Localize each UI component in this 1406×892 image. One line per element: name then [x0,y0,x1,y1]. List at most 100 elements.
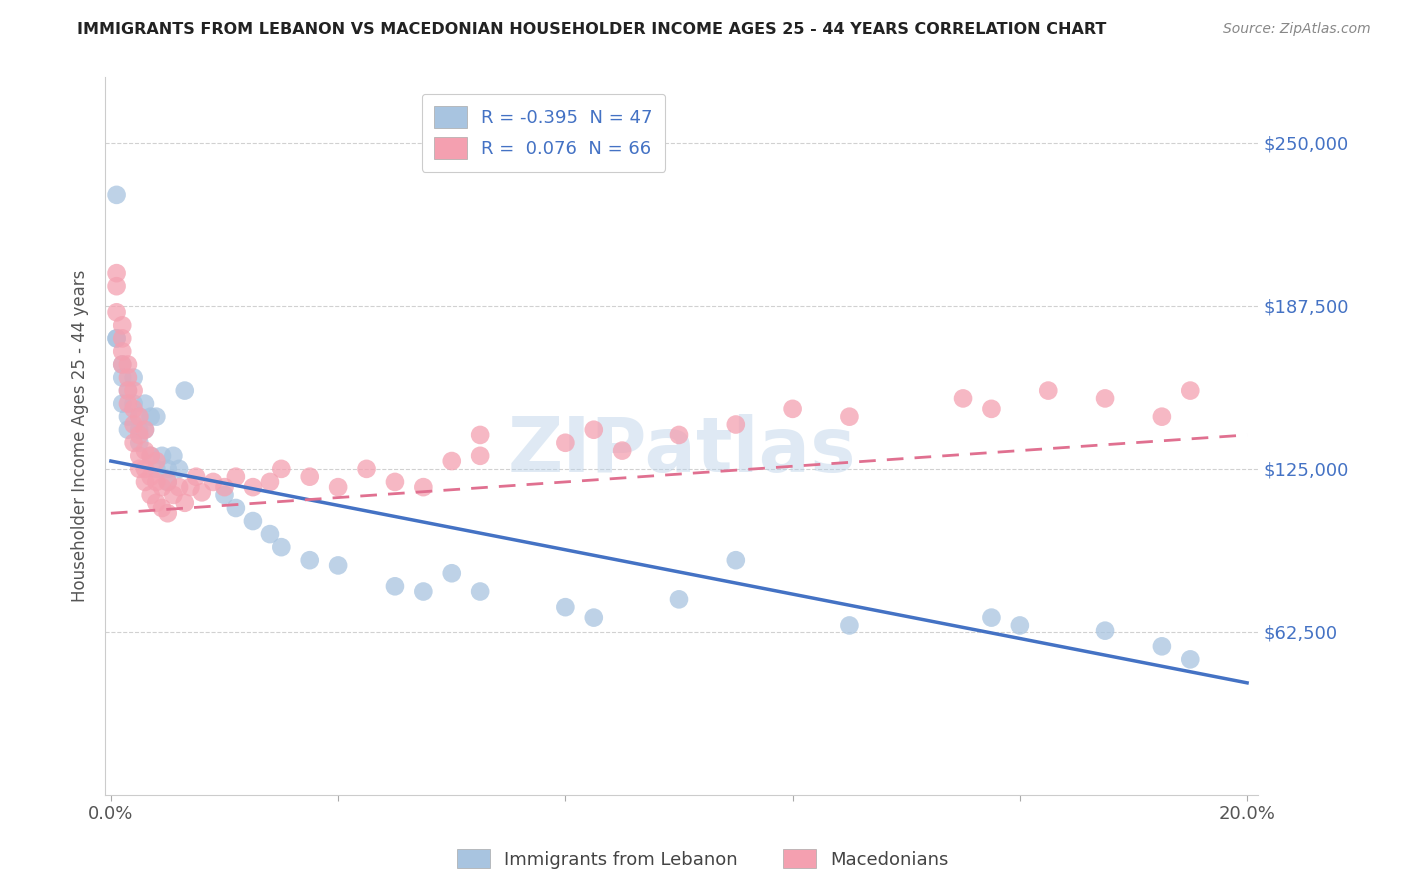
Point [724,553,747,567]
Text: Source: ZipAtlas.com: Source: ZipAtlas.com [1223,22,1371,37]
Point [111,331,134,345]
Point [184,469,207,483]
Point [134,475,156,489]
Point [128,423,150,437]
Point [134,443,156,458]
Point [612,443,634,458]
Point [134,423,156,437]
Point [259,527,281,541]
Point [111,397,134,411]
Point [554,600,576,615]
Point [128,409,150,424]
Point [162,449,184,463]
Point [156,475,179,489]
Point [105,305,128,319]
Point [150,501,173,516]
Point [156,462,179,476]
Point [145,454,167,468]
Point [412,480,434,494]
Point [150,480,173,494]
Point [167,480,190,494]
Point [145,496,167,510]
Point [139,469,162,483]
Point [117,370,139,384]
Point [952,392,974,406]
Point [298,553,321,567]
Text: ZIPatlas: ZIPatlas [508,414,856,488]
Legend: R = -0.395  N = 47, R =  0.076  N = 66: R = -0.395 N = 47, R = 0.076 N = 66 [422,94,665,172]
Point [668,592,690,607]
Point [105,331,128,345]
Point [384,475,406,489]
Point [156,506,179,520]
Point [122,417,145,432]
Point [242,514,264,528]
Point [128,462,150,476]
Point [105,266,128,280]
Point [1150,640,1173,654]
Legend: Immigrants from Lebanon, Macedonians: Immigrants from Lebanon, Macedonians [450,842,956,876]
Point [139,449,162,463]
Point [128,435,150,450]
Point [225,469,247,483]
Text: IMMIGRANTS FROM LEBANON VS MACEDONIAN HOUSEHOLDER INCOME AGES 25 - 44 YEARS CORR: IMMIGRANTS FROM LEBANON VS MACEDONIAN HO… [77,22,1107,37]
Point [214,488,236,502]
Point [139,449,162,463]
Point [139,488,162,502]
Point [724,417,747,432]
Point [111,358,134,372]
Point [384,579,406,593]
Point [298,469,321,483]
Point [128,449,150,463]
Point [668,428,690,442]
Point [1038,384,1060,398]
Point [139,409,162,424]
Point [191,485,214,500]
Point [167,462,190,476]
Point [145,409,167,424]
Point [412,584,434,599]
Point [145,462,167,476]
Point [122,384,145,398]
Point [259,475,281,489]
Point [470,584,492,599]
Point [156,475,179,489]
Point [326,480,349,494]
Point [111,344,134,359]
Point [470,449,492,463]
Point [326,558,349,573]
Point [356,462,378,476]
Point [117,384,139,398]
Point [838,618,860,632]
Point [117,423,139,437]
Point [242,480,264,494]
Point [440,454,463,468]
Point [1094,392,1116,406]
Point [270,540,292,554]
Point [554,435,576,450]
Point [122,435,145,450]
Point [1094,624,1116,638]
Point [145,475,167,489]
Point [105,331,128,345]
Point [173,496,195,510]
Point [470,428,492,442]
Point [225,501,247,516]
Point [582,610,605,624]
Point [1180,384,1202,398]
Point [128,428,150,442]
Point [117,397,139,411]
Point [105,187,128,202]
Point [134,397,156,411]
Point [1150,409,1173,424]
Point [111,318,134,333]
Point [117,358,139,372]
Point [117,384,139,398]
Y-axis label: Householder Income Ages 25 - 44 years: Householder Income Ages 25 - 44 years [72,270,89,602]
Point [782,401,804,416]
Point [111,370,134,384]
Point [214,480,236,494]
Point [162,488,184,502]
Point [582,423,605,437]
Point [111,358,134,372]
